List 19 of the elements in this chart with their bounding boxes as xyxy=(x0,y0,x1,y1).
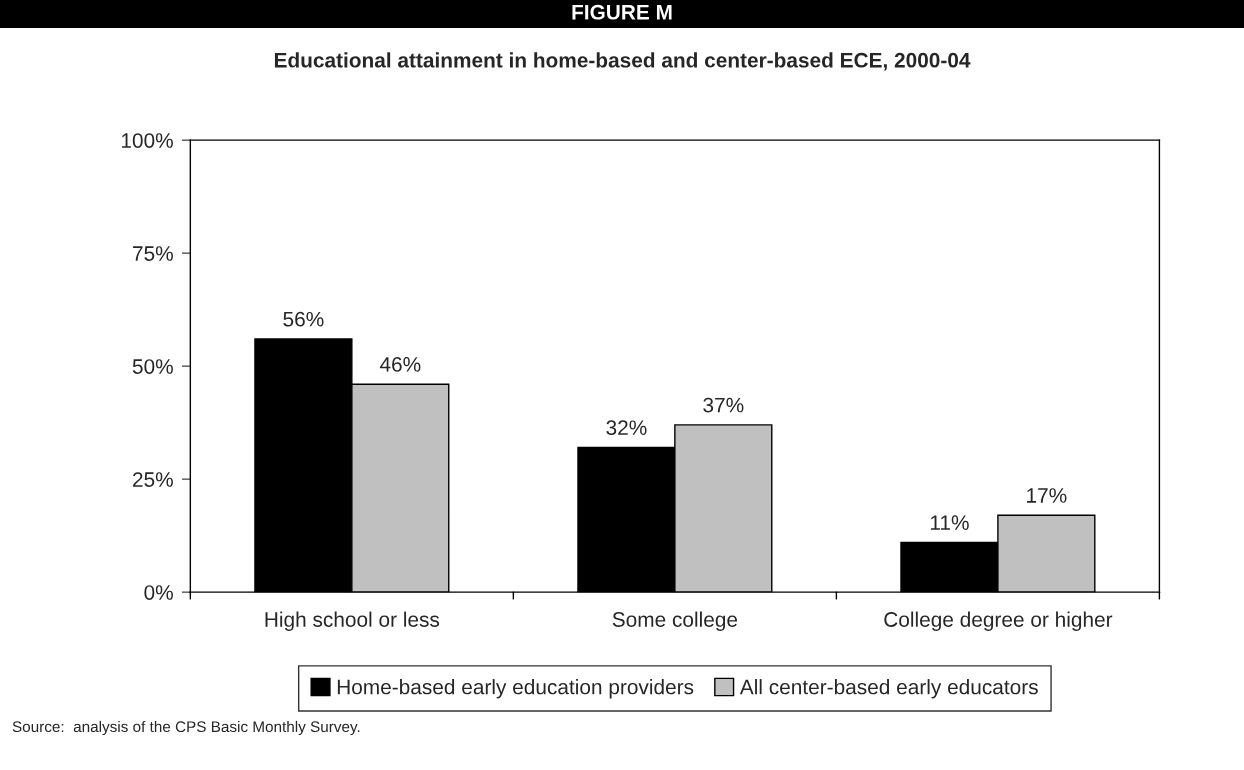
data-label: 37% xyxy=(703,397,744,413)
data-label: 17% xyxy=(1027,488,1067,503)
x-tick-label: College degree or higher xyxy=(884,611,1113,631)
legend-label: Home-based early education providers xyxy=(337,679,694,699)
y-tick-label: 75% xyxy=(133,246,173,261)
x-tick-label: Some college xyxy=(612,611,738,631)
legend-label: All center-based early educators xyxy=(739,679,1038,699)
y-tick-label: 50% xyxy=(132,359,173,374)
y-tick-label: 100% xyxy=(121,133,173,148)
data-label: 32% xyxy=(606,420,647,436)
chart-title: FIGURE M xyxy=(572,4,672,20)
y-tick-label: 25% xyxy=(133,472,173,487)
x-tick-label: High school or less xyxy=(265,611,440,631)
data-label: 46% xyxy=(379,357,421,372)
y-tick-label: 0% xyxy=(144,585,173,600)
chart-subtitle: Educational attainment in home-based and center-based ECE, 2000-04 xyxy=(274,52,971,71)
source-note: Source: analysis of the CPS Basic Monthly Survey. xyxy=(12,720,360,736)
data-label: 56% xyxy=(283,311,324,327)
data-label: 11% xyxy=(930,515,969,530)
